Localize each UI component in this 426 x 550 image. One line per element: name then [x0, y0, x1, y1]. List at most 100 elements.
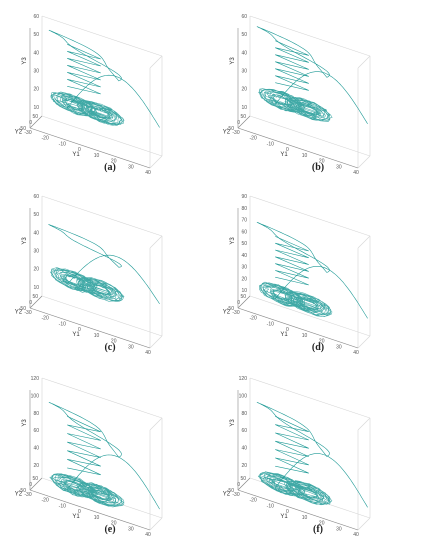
- attractor-outer-arc: [66, 254, 160, 305]
- y-tick-label: 0: [237, 482, 240, 488]
- x-tick-label: 0: [78, 147, 81, 153]
- z-tick-label: 70: [241, 218, 247, 224]
- box-edge: [249, 377, 371, 419]
- z-tick-label: 40: [33, 230, 39, 236]
- attractor-series: [48, 402, 160, 510]
- z-tick-label: 50: [241, 32, 247, 38]
- attractor-outer-arc: [274, 71, 368, 125]
- box-edge: [41, 115, 163, 157]
- z-tick-label: 30: [33, 249, 39, 255]
- x-tick-label: -30: [232, 492, 239, 498]
- axis-line: [29, 115, 43, 129]
- attractor-outer-arc: [66, 74, 160, 128]
- panel-caption: (f): [313, 524, 323, 535]
- z-tick-label: 120: [31, 376, 40, 382]
- panel-caption: (a): [104, 162, 116, 173]
- x-tick-label: 20: [319, 339, 325, 345]
- box-edge: [249, 195, 371, 237]
- z-tick-label: 30: [241, 69, 247, 75]
- box-edge: [357, 335, 371, 349]
- x-tick-label: -20: [42, 316, 49, 322]
- x-tick-label: -30: [24, 310, 31, 316]
- z-tick-label: 50: [241, 241, 247, 247]
- y-tick-label: 0: [237, 120, 240, 126]
- y-axis-label: Y2: [223, 310, 231, 316]
- y-tick-label: -50: [19, 306, 26, 312]
- y-tick-label: 0: [29, 300, 32, 306]
- axes-box: [29, 195, 163, 349]
- x-tick-label: 0: [78, 509, 81, 515]
- x-tick-label: -20: [250, 498, 257, 504]
- y-tick-label: 50: [32, 294, 38, 300]
- attractor-zigzag: [275, 40, 309, 91]
- y-axis-label: Y2: [15, 310, 23, 316]
- x-tick-label: -20: [250, 136, 257, 142]
- x-axis-label: Y1: [280, 332, 288, 338]
- attractor-series: [48, 29, 160, 128]
- axes-box: [29, 377, 163, 531]
- x-tick-label: -10: [267, 141, 274, 147]
- y-axis-label: Y2: [223, 130, 231, 136]
- box-edge: [357, 417, 371, 431]
- x-tick-label: 0: [78, 327, 81, 333]
- y-axis-label: Y2: [223, 492, 231, 498]
- x-tick-label: 20: [319, 159, 325, 165]
- z-tick-label: 10: [33, 105, 39, 111]
- attractor-outer-arc: [274, 266, 368, 319]
- z-tick-label: 20: [33, 463, 39, 469]
- z-tick-label: 30: [33, 69, 39, 75]
- y-tick-label: 50: [32, 476, 38, 482]
- axis-lines: [237, 208, 359, 349]
- x-axis-label: Y1: [72, 152, 80, 158]
- y-tick-label: -50: [227, 488, 234, 494]
- x-tick-label: 0: [286, 509, 289, 515]
- attractor-lobes: [258, 281, 333, 317]
- box-edge: [41, 195, 163, 237]
- z-tick-label: 40: [241, 253, 247, 259]
- box-edge: [357, 517, 371, 531]
- x-tick-label: -30: [232, 310, 239, 316]
- z-tick-label: 10: [241, 105, 247, 111]
- z-tick-label: 40: [241, 446, 247, 452]
- panel-caption: (d): [311, 342, 325, 353]
- z-tick-label: 60: [33, 428, 39, 434]
- x-tick-label: 40: [145, 350, 151, 356]
- attractor-outer-arc: [66, 454, 160, 510]
- z-tick-label: 60: [241, 14, 247, 20]
- z-tick-label: 20: [241, 463, 247, 469]
- z-tick-label: 10: [33, 285, 39, 291]
- axis-line: [237, 127, 359, 169]
- x-tick-label: 20: [111, 521, 117, 527]
- axis-line: [237, 295, 251, 309]
- attractor-series: [47, 224, 160, 305]
- x-tick-label: 20: [111, 339, 117, 345]
- x-axis-label: Y1: [280, 152, 288, 158]
- x-tick-label: -10: [267, 321, 274, 327]
- x-tick-label: -10: [267, 503, 274, 509]
- z-tick-label: 10: [241, 288, 247, 294]
- attractor-lobes: [49, 267, 125, 302]
- chart-panel-e: -30 -20 -10 0 10 20 30 40 -50 0 50 20 40 60 80 100 120 Y1…: [10, 366, 210, 541]
- y-tick-label: -50: [227, 306, 234, 312]
- x-axis-label: Y1: [72, 514, 80, 520]
- attractor-lobes: [257, 471, 333, 506]
- z-tick-label: 90: [241, 194, 247, 200]
- chart-f: -30-20-10010203040-5005020406080100120Y1…: [223, 376, 371, 538]
- x-tick-label: 10: [94, 153, 100, 159]
- attractor-transient-loops: [48, 402, 122, 458]
- x-tick-label: 20: [111, 159, 117, 165]
- chart-b: -30-20-10010203040-50050102030405060Y1Y2…: [223, 14, 371, 176]
- x-tick-label: 30: [128, 526, 134, 532]
- x-axis-label: Y1: [280, 514, 288, 520]
- z-axis-label: Y3: [230, 57, 236, 65]
- x-tick-label: 10: [94, 515, 100, 521]
- chart-panel-c: -30 -20 -10 0 10 20 30 40 -50 0 50 10 20 30 40 50 60 Y1 Y2…: [10, 184, 210, 359]
- z-axis-label: Y3: [22, 237, 28, 245]
- axis-lines: [29, 208, 151, 349]
- z-tick-label: 60: [33, 14, 39, 20]
- axis-line: [29, 127, 151, 169]
- attractor-series: [256, 402, 368, 508]
- x-tick-label: 10: [94, 333, 100, 339]
- z-tick-label: 40: [33, 50, 39, 56]
- axis-lines: [29, 28, 151, 169]
